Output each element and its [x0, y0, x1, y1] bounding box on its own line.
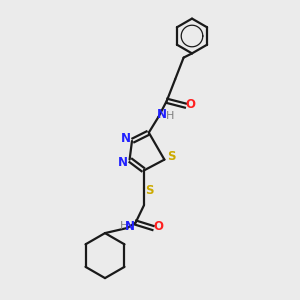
Text: N: N — [125, 220, 135, 233]
Text: H: H — [119, 221, 128, 231]
Text: S: S — [167, 150, 175, 163]
Text: N: N — [121, 131, 131, 145]
Text: H: H — [166, 111, 174, 122]
Text: N: N — [118, 155, 128, 169]
Text: O: O — [186, 98, 196, 111]
Text: N: N — [157, 108, 167, 121]
Text: S: S — [145, 184, 154, 197]
Text: O: O — [153, 220, 164, 233]
